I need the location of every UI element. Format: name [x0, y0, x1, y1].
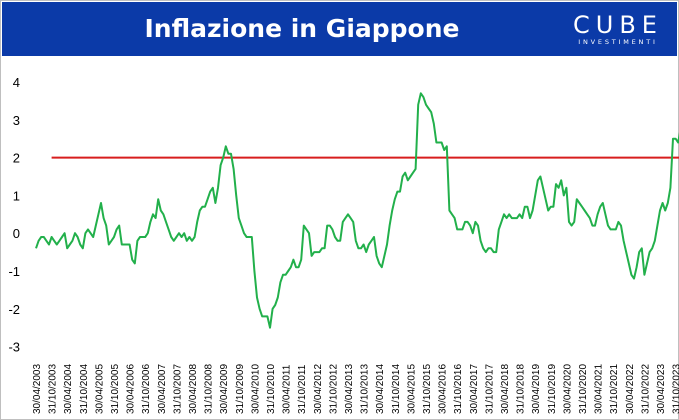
x-tick-label: 30/04/2004	[63, 364, 74, 414]
x-tick-label: 31/10/2008	[204, 364, 215, 414]
x-tick-label: 30/04/2007	[157, 364, 168, 414]
y-tick-label: 1	[13, 188, 20, 203]
y-tick-label: 0	[13, 226, 20, 241]
x-tick-label: 31/10/2003	[48, 364, 59, 414]
x-tick-label: 31/10/2005	[110, 364, 121, 414]
x-tick-label: 31/10/2015	[422, 364, 433, 414]
y-tick-label: -3	[8, 340, 20, 355]
x-tick-label: 30/04/2009	[219, 364, 230, 414]
x-tick-label: 30/04/2008	[188, 364, 199, 414]
x-tick-label: 31/10/2012	[328, 364, 339, 414]
x-tick-label: 30/04/2020	[562, 364, 573, 414]
x-tick-label: 31/10/2004	[79, 364, 90, 414]
x-axis-ticks: 30/04/2003 31/10/2003 30/04/2004 31/10/2004…	[32, 364, 679, 414]
x-tick-label: 30/04/2014	[375, 364, 386, 414]
x-tick-label: 31/10/2017	[484, 364, 495, 414]
x-tick-label: 31/10/2020	[578, 364, 589, 414]
y-tick-label: 4	[13, 75, 20, 90]
y-axis-ticks: -3 -2 -1 0 1 2 3 4	[8, 75, 20, 355]
x-tick-label: 30/04/2013	[344, 364, 355, 414]
y-tick-label: 3	[13, 113, 20, 128]
x-tick-label: 30/04/2010	[250, 364, 261, 414]
x-tick-label: 31/10/2019	[547, 364, 558, 414]
x-tick-label: 30/04/2017	[469, 364, 480, 414]
x-tick-label: 31/10/2014	[391, 364, 402, 414]
x-tick-label: 30/04/2006	[126, 364, 137, 414]
x-tick-label: 30/04/2005	[94, 364, 105, 414]
x-tick-label: 30/04/2019	[531, 364, 542, 414]
x-tick-label: 31/10/2011	[297, 364, 308, 414]
x-tick-label: 31/10/2007	[172, 364, 183, 414]
x-tick-label: 31/10/2013	[360, 364, 371, 414]
chart-marks	[36, 71, 679, 328]
x-tick-label: 30/04/2011	[282, 364, 293, 414]
series-line-inflation	[36, 71, 679, 328]
x-tick-label: 31/10/2006	[141, 364, 152, 414]
x-tick-label: 30/04/2018	[500, 364, 511, 414]
y-tick-label: 2	[13, 151, 20, 166]
x-tick-label: 31/10/2010	[266, 364, 277, 414]
x-tick-label: 30/04/2012	[313, 364, 324, 414]
x-tick-label: 30/04/2003	[32, 364, 43, 414]
x-tick-label: 31/10/2009	[235, 364, 246, 414]
x-tick-label: 30/04/2022	[625, 364, 636, 414]
x-tick-label: 30/04/2016	[438, 364, 449, 414]
y-tick-label: -1	[8, 264, 20, 279]
x-tick-label: 31/10/2018	[516, 364, 527, 414]
x-tick-label: 30/04/2023	[656, 364, 667, 414]
x-tick-label: 31/10/2022	[640, 364, 651, 414]
x-tick-label: 30/04/2015	[406, 364, 417, 414]
x-tick-label: 31/10/2023	[672, 364, 679, 414]
x-tick-label: 30/04/2021	[594, 364, 605, 414]
y-tick-label: -2	[8, 302, 20, 317]
x-tick-label: 31/10/2021	[609, 364, 620, 414]
x-tick-label: 31/10/2016	[453, 364, 464, 414]
